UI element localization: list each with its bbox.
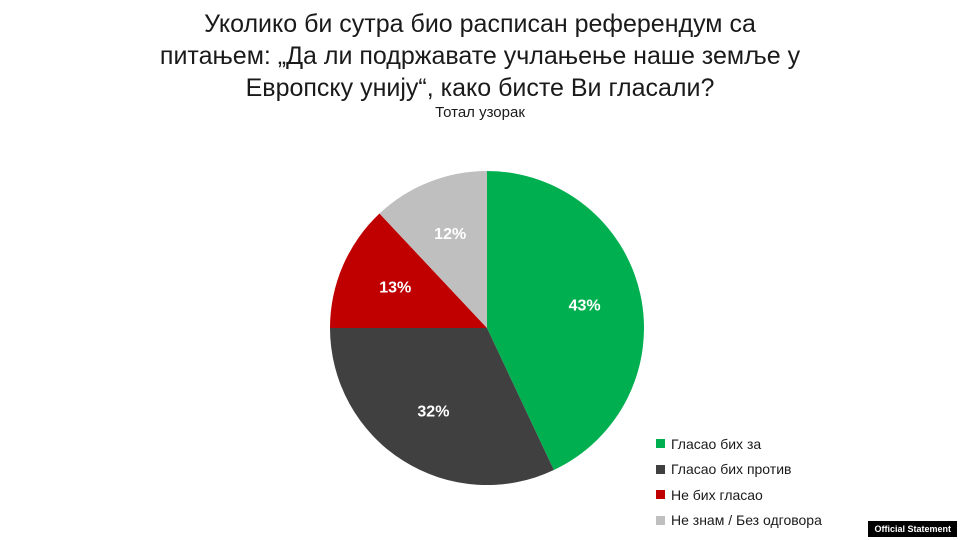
- legend-label-3: Не знам / Без одговора: [671, 512, 822, 529]
- pie-slice-label-2: 13%: [379, 280, 411, 297]
- chart-title: Уколико би сутра био расписан референдум…: [130, 8, 830, 104]
- legend-item-1: Гласао бих против: [656, 457, 822, 483]
- legend: Гласао бих за Гласао бих против Не бих гла…: [656, 431, 822, 533]
- chart-title-line-1: Уколико би сутра био расписан референдум…: [204, 10, 756, 38]
- legend-label-1: Гласао бих против: [671, 461, 792, 478]
- legend-swatch-1: [656, 464, 665, 474]
- pie-slice-2: [330, 213, 487, 328]
- chart-title-line-2: питањем: „Да ли подржавате учлањење наше…: [159, 42, 801, 70]
- legend-item-2: Не бих гласао: [656, 482, 822, 508]
- legend-swatch-3: [656, 515, 665, 525]
- legend-label-0: Гласао бих за: [671, 435, 762, 452]
- pie-slice-label-1: 32%: [417, 404, 449, 421]
- legend-item-3: Не знам / Без одговора: [656, 508, 822, 534]
- legend-swatch-0: [656, 439, 665, 449]
- chart-subtitle: Тотал узорак: [435, 104, 525, 121]
- pie-slice-label-3: 12%: [434, 226, 466, 243]
- pie-slice-0: [487, 171, 645, 471]
- pie-slice-3: [379, 171, 487, 328]
- legend-item-0: Гласао бих за: [656, 431, 822, 457]
- pie-slice-1: [330, 328, 554, 486]
- official-statement-badge: Official Statement: [868, 521, 957, 537]
- chart-title-line-3: Европску унију“, како бисте Ви гласали?: [245, 74, 715, 102]
- legend-swatch-2: [656, 490, 665, 500]
- legend-label-2: Не бих гласао: [671, 486, 763, 503]
- pie-slice-label-0: 43%: [569, 297, 601, 314]
